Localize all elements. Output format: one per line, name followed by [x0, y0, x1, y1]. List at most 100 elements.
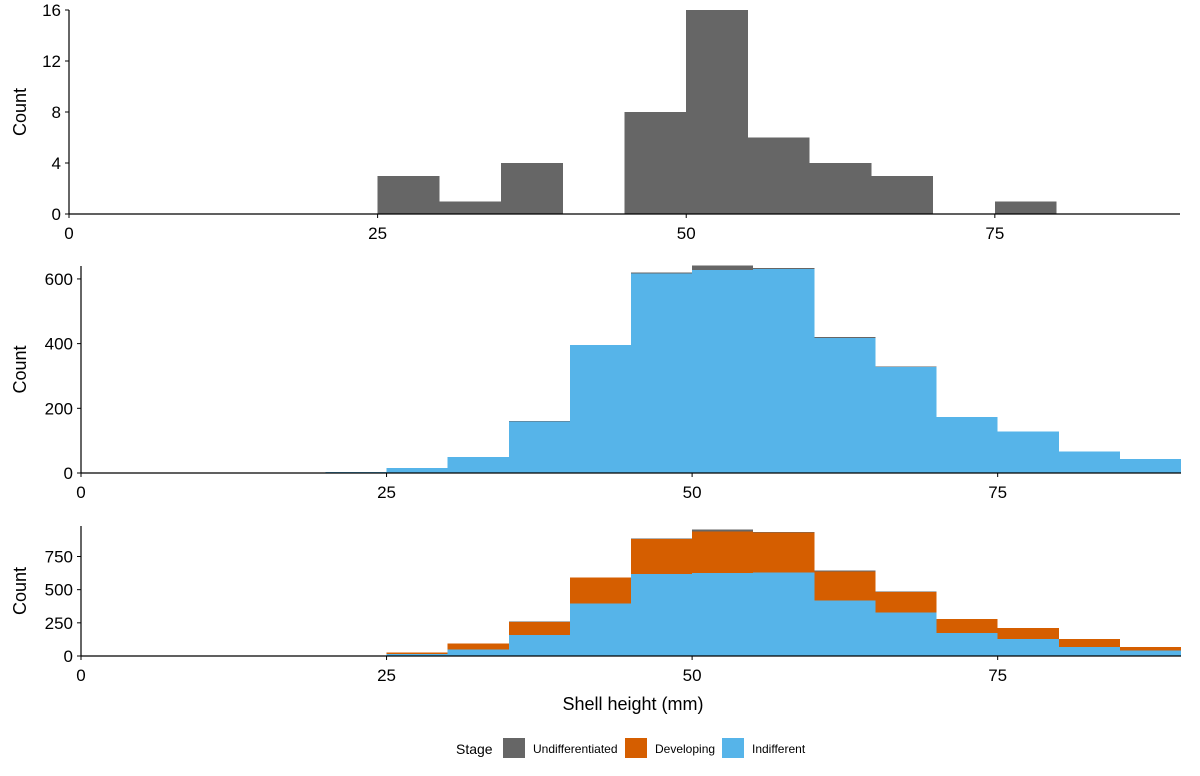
bar-indiff-60 — [814, 600, 876, 656]
bar-dev-35 — [508, 621, 570, 635]
bar-indiff-30 — [447, 456, 509, 473]
bar-undiff-45 — [631, 272, 693, 274]
bar-undiff-45 — [631, 538, 693, 539]
x-tick-label: 25 — [377, 666, 396, 685]
y-tick-label: 8 — [52, 103, 61, 122]
x-tick-label: 25 — [377, 483, 396, 502]
bar-dev-45 — [631, 539, 693, 575]
bar-undiff-75 — [994, 201, 1057, 214]
y-tick-label: 16 — [42, 1, 61, 20]
y-tick-label: 400 — [45, 335, 73, 354]
y-axis-title: Count — [10, 567, 30, 615]
y-tick-label: 750 — [45, 548, 73, 567]
x-tick-label: 0 — [64, 224, 73, 243]
y-tick-label: 200 — [45, 399, 73, 418]
bar-indiff-80 — [1058, 647, 1120, 656]
bar-dev-50 — [692, 531, 754, 573]
bar-dev-55 — [753, 532, 815, 573]
bar-undiff-65 — [875, 591, 937, 592]
bar-indiff-25 — [386, 654, 448, 656]
x-tick-label: 50 — [677, 224, 696, 243]
bar-undiff-65 — [871, 175, 934, 214]
y-tick-label: 250 — [45, 614, 73, 633]
x-axis-title: Shell height (mm) — [562, 694, 703, 714]
y-tick-label: 500 — [45, 581, 73, 600]
legend-label-undifferentiated: Undifferentiated — [533, 742, 618, 756]
bar-undiff-55 — [753, 267, 815, 270]
bar-dev-60 — [814, 571, 876, 601]
bar-undiff-60 — [809, 163, 872, 214]
x-tick-label: 25 — [368, 224, 387, 243]
bar-indiff-35 — [508, 421, 570, 473]
x-tick-label: 75 — [988, 666, 1007, 685]
bar-indiff-45 — [631, 574, 693, 656]
bar-indiff-70 — [936, 417, 998, 473]
legend-swatch-developing — [625, 738, 647, 758]
bar-undiff-65 — [875, 366, 937, 368]
legend-title: Stage — [456, 741, 493, 757]
bar-dev-85 — [1119, 646, 1181, 651]
bar-undiff-35 — [501, 163, 563, 214]
y-tick-label: 600 — [45, 270, 73, 289]
bar-undiff-50 — [686, 10, 748, 214]
bar-dev-70 — [936, 619, 998, 634]
bar-indiff-55 — [753, 572, 815, 656]
y-axis-title: Count — [10, 345, 30, 393]
panel-1: 0 4 8 12 16 0 25 50 75 Count — [10, 1, 1180, 243]
bar-indiff-85 — [1119, 459, 1181, 473]
bar-dev-40 — [569, 577, 631, 604]
bar-indiff-60 — [814, 338, 876, 473]
y-tick-label: 0 — [64, 647, 73, 666]
bar-indiff-40 — [569, 345, 631, 473]
bar-dev-65 — [875, 591, 937, 613]
y-tick-label: 12 — [42, 52, 61, 71]
x-tick-label: 75 — [988, 483, 1007, 502]
panel-3: 0 250 500 750 0 25 50 75 Count Shell height (mm) — [10, 526, 1181, 714]
x-tick-label: 75 — [985, 224, 1004, 243]
bar-undiff-50 — [692, 265, 754, 271]
bar-undiff-60 — [814, 570, 876, 572]
bar-indiff-50 — [692, 572, 754, 656]
bar-indiff-80 — [1058, 451, 1120, 473]
bar-dev-25 — [386, 652, 448, 655]
x-tick-label: 50 — [683, 483, 702, 502]
bar-indiff-25 — [386, 468, 448, 473]
y-tick-label: 0 — [64, 464, 73, 483]
bar-indiff-45 — [631, 273, 693, 473]
bar-dev-75 — [997, 628, 1059, 640]
bar-indiff-35 — [508, 634, 570, 656]
bar-undiff-35 — [508, 420, 570, 422]
y-tick-label: 4 — [52, 154, 61, 173]
legend: Stage Undifferentiated Developing Indiff… — [456, 738, 806, 758]
bar-dev-30 — [447, 643, 509, 650]
x-tick-label: 0 — [76, 483, 85, 502]
panel-2: 0 200 400 600 0 25 50 75 Count — [10, 265, 1181, 502]
y-tick-label: 0 — [52, 205, 61, 224]
bar-indiff-70 — [936, 633, 998, 656]
bar-indiff-85 — [1119, 650, 1181, 656]
bar-undiff-35 — [508, 621, 570, 622]
bar-indiff-55 — [753, 269, 815, 473]
bar-dev-80 — [1058, 639, 1120, 648]
bar-indiff-75 — [997, 639, 1059, 656]
x-tick-label: 50 — [683, 666, 702, 685]
bar-indiff-75 — [997, 431, 1059, 473]
bar-undiff-30 — [439, 201, 502, 214]
bar-indiff-40 — [569, 603, 631, 656]
bar-indiff-30 — [447, 649, 509, 656]
bar-undiff-60 — [814, 336, 876, 339]
x-tick-label: 0 — [76, 666, 85, 685]
bar-undiff-50 — [692, 529, 754, 532]
bar-undiff-45 — [624, 112, 687, 214]
y-axis-title: Count — [10, 88, 30, 136]
legend-label-indifferent: Indifferent — [752, 742, 806, 756]
legend-swatch-undifferentiated — [503, 738, 525, 758]
legend-swatch-indifferent — [722, 738, 744, 758]
bar-undiff-55 — [747, 137, 810, 214]
bar-undiff-55 — [753, 531, 815, 533]
legend-label-developing: Developing — [655, 742, 715, 756]
bar-indiff-50 — [692, 270, 754, 473]
bar-indiff-65 — [875, 612, 937, 656]
bar-indiff-65 — [875, 367, 937, 473]
